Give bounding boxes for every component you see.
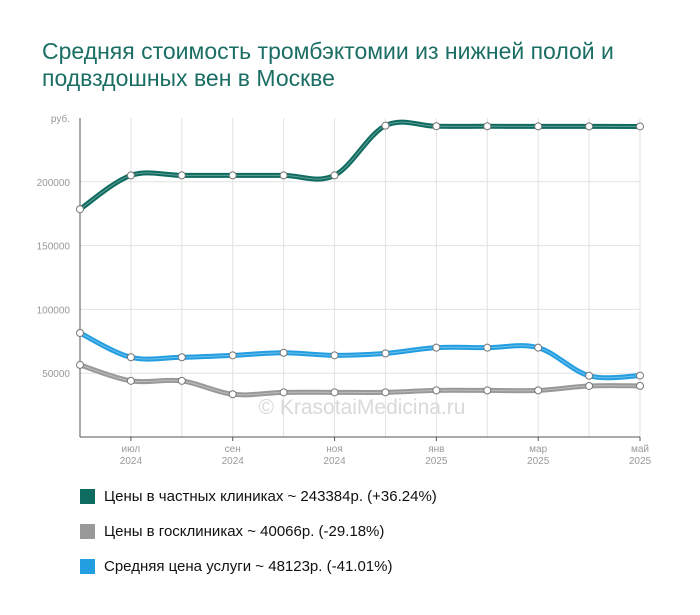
data-point [126, 171, 135, 180]
legend-item: Цены в госклиниках ~ 40066р. (-29.18%) [80, 523, 640, 541]
data-point [330, 388, 339, 397]
legend-swatch [80, 559, 95, 574]
data-point [177, 171, 186, 180]
x-tick-label-month: июл [122, 444, 141, 455]
data-point [483, 386, 492, 395]
data-point [76, 360, 84, 369]
series-line-2 [77, 330, 643, 381]
data-point [585, 371, 594, 380]
y-unit-label: руб. [51, 113, 70, 125]
series-line-highlight-0 [79, 121, 641, 210]
y-tick-label: 150000 [37, 242, 71, 253]
data-point [76, 205, 84, 214]
data-point [126, 353, 135, 362]
x-tick-label-year: 2024 [120, 456, 143, 467]
watermark-text: © KrasotaiMedicina.ru [259, 396, 466, 419]
data-point [381, 121, 390, 130]
chart-title: Средняя стоимость тромбэктомии из нижней… [42, 38, 614, 91]
data-point [432, 343, 441, 352]
x-tick-label-year: 2025 [629, 456, 652, 467]
legend-swatch [80, 489, 95, 504]
series-line-0 [77, 119, 643, 212]
data-point [330, 351, 339, 360]
series-line-highlight-2 [79, 332, 641, 379]
data-point [483, 122, 492, 131]
data-point [636, 381, 644, 390]
legend-label: Цены в госклиниках ~ 40066р. (-29.18%) [104, 523, 385, 540]
data-point [228, 171, 237, 180]
x-tick-label-year: 2024 [222, 456, 245, 467]
data-point [330, 171, 339, 180]
data-point [534, 343, 543, 352]
y-tick-label: 50000 [42, 369, 70, 380]
data-point [279, 388, 288, 397]
data-point [126, 376, 135, 385]
data-point [228, 351, 237, 360]
legend: Цены в частных клиниках ~ 243384р. (+36.… [80, 488, 640, 593]
data-point [585, 381, 594, 390]
data-point [636, 371, 644, 380]
data-point [177, 353, 186, 362]
data-point [228, 390, 237, 399]
series-line-highlight-1 [79, 364, 641, 396]
legend-item: Средняя цена услуги ~ 48123р. (-41.01%) [80, 558, 640, 576]
x-tick-label-month: янв [428, 444, 444, 455]
x-tick-label-year: 2024 [323, 456, 346, 467]
x-tick-label-year: 2025 [527, 456, 550, 467]
data-point [279, 171, 288, 180]
data-point [76, 329, 84, 338]
legend-item: Цены в частных клиниках ~ 243384р. (+36.… [80, 488, 640, 506]
y-tick-label: 200000 [37, 178, 71, 189]
data-point [483, 343, 492, 352]
x-tick-label-month: сен [225, 444, 241, 455]
data-point [585, 122, 594, 131]
y-tick-label: 100000 [37, 305, 71, 316]
x-tick-label-month: ноя [326, 444, 343, 455]
x-tick-label-month: май [631, 444, 649, 455]
data-point [381, 388, 390, 397]
data-point [381, 349, 390, 358]
data-point [534, 122, 543, 131]
data-point [432, 386, 441, 395]
data-point [534, 386, 543, 395]
legend-swatch [80, 524, 95, 539]
data-point [432, 122, 441, 131]
x-tick-label-month: мар [529, 444, 547, 455]
data-point [177, 376, 186, 385]
data-point [636, 122, 644, 131]
legend-label: Цены в частных клиниках ~ 243384р. (+36.… [104, 488, 437, 505]
data-point [279, 348, 288, 357]
x-tick-label-year: 2025 [425, 456, 448, 467]
legend-label: Средняя цена услуги ~ 48123р. (-41.01%) [104, 558, 393, 575]
series-line-1 [77, 362, 643, 398]
line-chart: 50000100000150000200000руб.июл2024сен202… [37, 113, 652, 467]
